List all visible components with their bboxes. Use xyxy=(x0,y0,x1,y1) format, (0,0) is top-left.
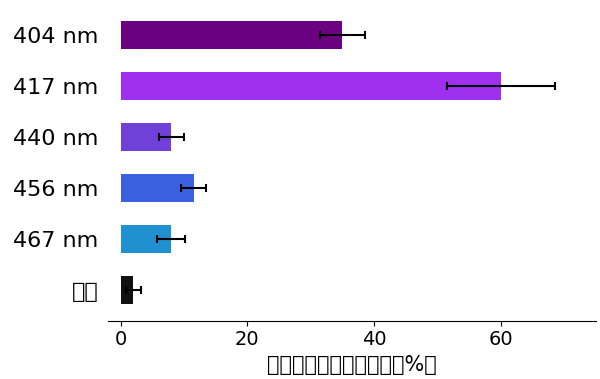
Bar xyxy=(121,225,172,253)
Bar xyxy=(121,123,172,151)
Bar xyxy=(121,72,501,100)
Bar xyxy=(121,276,133,304)
Bar xyxy=(121,174,194,202)
Bar xyxy=(121,21,343,49)
X-axis label: チカイエカ蛹の死亡率（%）: チカイエカ蛹の死亡率（%） xyxy=(267,355,437,375)
